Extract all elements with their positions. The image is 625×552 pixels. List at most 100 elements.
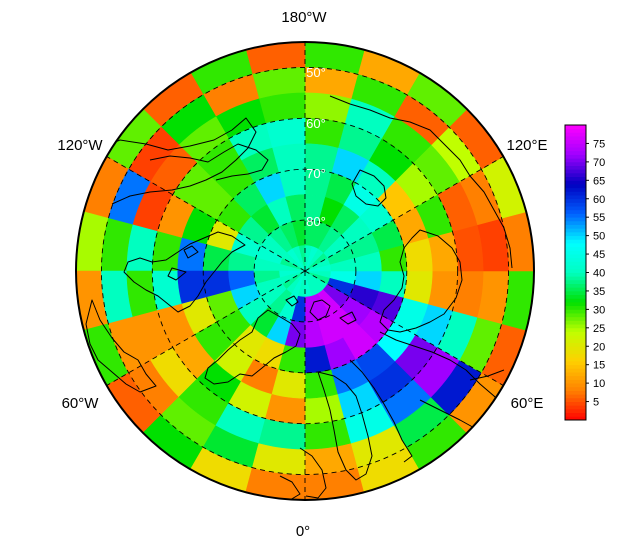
colorbar-segment (565, 272, 586, 277)
colorbar-segment (565, 150, 586, 155)
colorbar-tick-label: 55 (593, 212, 605, 224)
lon-label-0: 0° (296, 523, 310, 540)
colorbar-segment (565, 313, 586, 318)
colorbar-segment (565, 412, 586, 417)
coastline-canada-arctic (123, 231, 246, 313)
colorbar-segment (565, 139, 586, 144)
colorbar-segment (565, 324, 586, 329)
colorbar-tick-label: 50 (593, 231, 605, 243)
colorbar-segment (565, 202, 586, 207)
colorbar-segment (565, 206, 586, 211)
colorbar-segment (565, 239, 586, 244)
colorbar-tick-label: 5 (593, 397, 599, 409)
lat-label-70: 70° (306, 166, 326, 181)
colorbar-segment (565, 209, 586, 214)
latitude-circle-80 (253, 219, 357, 323)
colorbar-tick-label: 15 (593, 360, 605, 372)
colorbar-segment (565, 187, 586, 192)
colorbar-segment (565, 294, 586, 299)
map-border (75, 41, 535, 501)
colorbar-segment (565, 361, 586, 366)
colorbar-segment (565, 235, 586, 240)
colorbar-segment (565, 331, 586, 336)
colorbar: 5 10 15 20 25 30 35 40 45 50 55 60 65 70 75 (564, 124, 605, 421)
meridian-60 (304, 270, 504, 386)
coastline-scandinavia (317, 359, 413, 481)
lon-label-60w: 60°W (62, 395, 100, 412)
colorbar-segment (565, 397, 586, 402)
meridian-120 (304, 156, 504, 272)
colorbar-segment (565, 353, 586, 358)
lat-label-60: 60° (306, 116, 326, 131)
colorbar-segment (565, 338, 586, 343)
meridian-240 (106, 156, 306, 272)
latitude-circle-60 (151, 117, 459, 425)
coastline-europe-west (279, 447, 327, 500)
colorbar-segment (565, 176, 586, 181)
colorbar-segment (565, 349, 586, 355)
colorbar-segment (565, 132, 586, 137)
colorbar-segment (565, 383, 586, 388)
colorbar-segment (565, 228, 586, 233)
colorbar-segment (565, 128, 586, 133)
colorbar-segment (565, 279, 586, 284)
colorbar-segment (565, 195, 586, 200)
colorbar-segment (565, 246, 586, 251)
coastline-russia-north (379, 331, 507, 409)
colorbar-tick-label: 20 (593, 341, 605, 353)
colorbar-segment (565, 224, 586, 229)
colorbar-segment (565, 165, 586, 170)
colorbar-segment (565, 379, 586, 384)
colorbar-segment (565, 298, 586, 303)
colorbar-segment (565, 143, 586, 148)
colorbar-tick-label: 10 (593, 378, 605, 390)
colorbar-segment (565, 346, 586, 351)
colorbar-segment (565, 254, 586, 259)
colorbar-segment (565, 309, 586, 314)
colorbar-segment (565, 184, 586, 189)
colorbar-segment (565, 401, 586, 406)
colorbar-segment (565, 357, 586, 362)
colorbar-segment (565, 375, 586, 380)
colorbar-segment (565, 147, 586, 152)
colorbar-segment (565, 180, 586, 185)
colorbar-tick-label: 65 (593, 175, 605, 187)
colorbar-segment (565, 220, 586, 225)
colorbar-tick-label: 45 (593, 249, 605, 261)
colorbar-segment (565, 231, 586, 237)
colorbar-segment (565, 276, 586, 281)
colorbar-segment (565, 335, 586, 340)
lon-label-180w: 180°W (281, 9, 327, 26)
latitude-circle-50 (100, 66, 510, 476)
colorbar-segment (565, 243, 586, 248)
colorbar-segment (565, 386, 586, 391)
colorbar-segment (565, 305, 586, 310)
colorbar-tick-label: 70 (593, 157, 605, 169)
colorbar-segment (565, 342, 586, 347)
colorbar-segment (565, 268, 586, 273)
colorbar-segment (565, 191, 586, 196)
colorbar-tick-label: 25 (593, 323, 605, 335)
colorbar-segment (565, 416, 586, 421)
coastline-greenland (204, 309, 301, 385)
colorbar-segment (565, 261, 586, 266)
colorbar-segment (565, 372, 586, 377)
lat-label-50: 50° (306, 65, 326, 80)
lon-label-120e: 120°E (506, 137, 547, 154)
graticule (100, 42, 510, 500)
colorbar-tick-label: 75 (593, 138, 605, 150)
colorbar-segment (565, 302, 586, 307)
colorbar-tick-label: 35 (593, 286, 605, 298)
colorbar-tick-label: 30 (593, 304, 605, 316)
colorbar-segment (565, 172, 586, 178)
colorbar-segment (565, 161, 586, 166)
lat-label-80: 80° (306, 214, 326, 229)
colorbar-segment (565, 394, 586, 399)
heatmap-cell (298, 270, 306, 297)
colorbar-segment (565, 265, 586, 270)
coastline-siberia (329, 95, 513, 333)
colorbar-segment (565, 158, 586, 163)
colorbar-tick-label: 60 (593, 194, 605, 206)
colorbar-segment (565, 154, 586, 159)
